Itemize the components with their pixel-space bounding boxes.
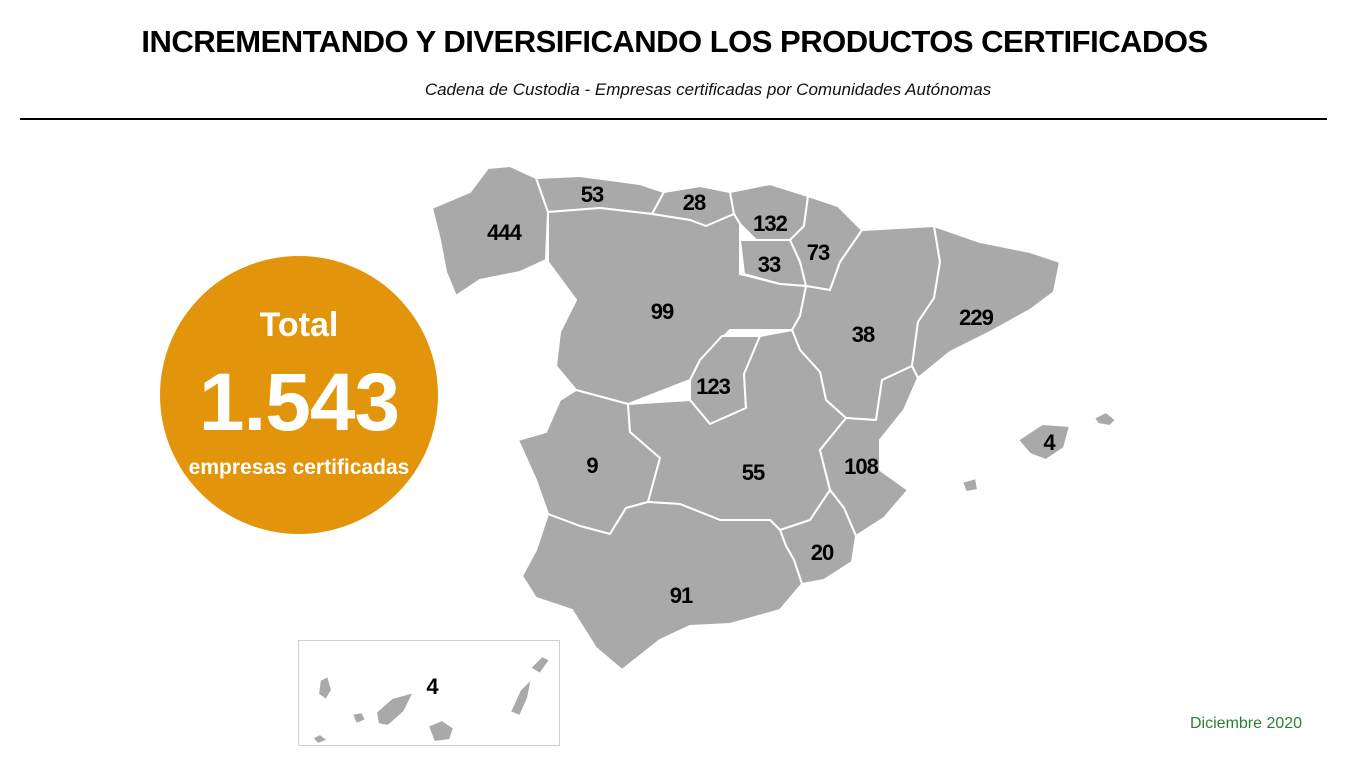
- region-cataluna: [911, 225, 1061, 379]
- region-islas-baleares: [1017, 423, 1071, 461]
- region-galicia: [431, 165, 549, 297]
- region-andalucia: [521, 501, 803, 671]
- footer-date: Diciembre 2020: [1190, 715, 1303, 732]
- header-divider: [20, 118, 1327, 120]
- total-circle: Total 1.543 empresas certificadas: [160, 256, 438, 534]
- total-caption: empresas certificadas: [188, 456, 410, 479]
- page-subtitle: Cadena de Custodia - Empresas certificad…: [424, 80, 992, 99]
- region-ibiza: [961, 477, 979, 493]
- region-pais-vasco: [729, 183, 809, 241]
- region-menorca: [1093, 411, 1117, 427]
- total-label: Total: [259, 306, 339, 344]
- canarias-inset: [298, 640, 560, 746]
- page-title: INCREMENTANDO Y DIVERSIFICANDO LOS PRODU…: [141, 24, 1208, 59]
- total-value: 1.543: [198, 357, 400, 448]
